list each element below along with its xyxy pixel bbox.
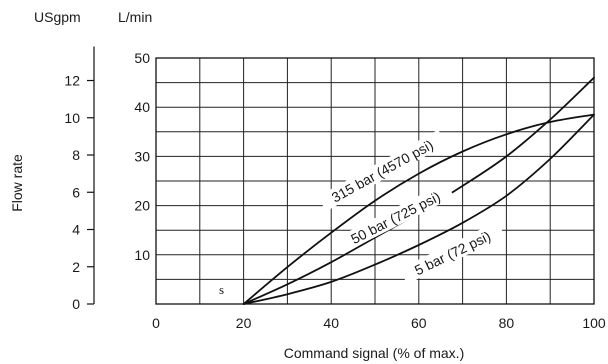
x-tick-label: 40 — [323, 315, 339, 331]
y-axis-lmin-ticks: 10 20 30 40 50 — [134, 50, 150, 263]
series-label-bg — [336, 181, 455, 253]
y-tick-label-lmin: 30 — [134, 148, 150, 164]
x-tick-label: 80 — [499, 315, 515, 331]
x-tick-label: 0 — [152, 315, 160, 331]
x-tick-label: 60 — [411, 315, 427, 331]
y-tick-label-lmin: 50 — [134, 50, 150, 66]
y-axis-title: Flow rate — [9, 154, 25, 212]
y-unit-usgpm: USgpm — [34, 9, 81, 25]
series-label-bg — [399, 221, 505, 285]
y-tick-label-lmin: 10 — [134, 247, 150, 263]
y-tick-label-usgpm: 8 — [72, 147, 80, 163]
y-tick-label-usgpm: 4 — [72, 222, 80, 238]
y-tick-label-usgpm: 2 — [72, 259, 80, 275]
y-tick-label-usgpm: 12 — [64, 73, 80, 89]
x-tick-label: 100 — [582, 315, 606, 331]
curve-start-marker: s — [219, 282, 224, 297]
series-label: 50 bar (725 psi) — [348, 188, 443, 247]
series-label-bg — [317, 129, 447, 212]
y-tick-label-lmin: 40 — [134, 99, 150, 115]
x-tick-label: 20 — [236, 315, 252, 331]
y-tick-label-usgpm: 6 — [72, 184, 80, 200]
x-axis-ticks: 0 20 40 60 80 100 — [152, 315, 606, 331]
x-axis-title: Command signal (% of max.) — [284, 345, 465, 361]
series-label: 5 bar (72 psi) — [412, 228, 493, 279]
y-tick-label-usgpm: 10 — [64, 110, 80, 126]
series-line — [242, 113, 595, 305]
y-axis-usgpm: 0 2 4 6 8 10 12 — [64, 46, 95, 312]
y-unit-lmin: L/min — [118, 9, 152, 25]
plot-frame — [155, 57, 595, 305]
series-line — [242, 113, 595, 305]
y-tick-label-usgpm: 0 — [72, 296, 80, 312]
y-tick-label-lmin: 20 — [134, 198, 150, 214]
